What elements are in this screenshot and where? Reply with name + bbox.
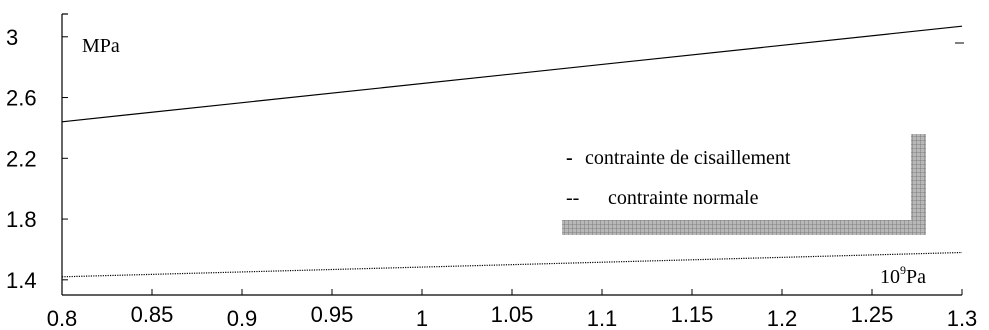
x-tick-label: 0.85 [131, 302, 174, 327]
series-line-normal-stress [61, 251, 963, 278]
x-axis-ticks: 0.8 0.85 0.9 0.95 1 1.05 1.1 1.15 1.2 1.25 1.3 [47, 289, 978, 330]
y-tick-label: 3 [6, 25, 18, 50]
legend-label-shear: contrainte de cisaillement [585, 147, 791, 169]
x-tick-label: 1.25 [851, 302, 894, 327]
x-tick-label: 1.05 [491, 302, 534, 327]
y-axis-ticks: 1.4 1.8 2.2 2.6 3 [6, 25, 68, 293]
y-tick-label: 2.6 [6, 86, 37, 111]
series-layer [61, 25, 963, 278]
legend-label-normal: contrainte normale [608, 187, 759, 209]
y-tick-label: 2.2 [6, 146, 37, 171]
x-tick-label: 1 [416, 306, 428, 330]
x-tick-label: 0.95 [311, 302, 354, 327]
series-line-shear-stress [61, 25, 963, 123]
y-tick-label: 1.4 [6, 268, 37, 293]
x-unit-exponent: 9 [900, 263, 906, 277]
x-unit-label: 109Pa [880, 263, 926, 288]
y-tick-label: 1.8 [6, 207, 37, 232]
legend: - contrainte de cisaillement -- contrain… [566, 147, 791, 209]
x-unit-base: 10 [880, 266, 900, 288]
section-shape-horizontal [562, 220, 926, 235]
x-tick-label: 1.2 [767, 306, 798, 330]
section-shape [562, 134, 926, 235]
legend-symbol-shear: - [566, 147, 573, 169]
x-tick-label: 1.15 [671, 302, 714, 327]
section-shape-vertical [911, 134, 926, 235]
x-unit-suffix: Pa [906, 266, 926, 288]
x-tick-label: 0.8 [47, 306, 78, 330]
x-tick-label: 1.3 [947, 306, 978, 330]
x-tick-label: 1.1 [587, 306, 618, 330]
legend-symbol-normal: -- [566, 187, 579, 209]
y-unit-label: MPa [82, 35, 120, 57]
x-tick-label: 0.9 [227, 306, 258, 330]
